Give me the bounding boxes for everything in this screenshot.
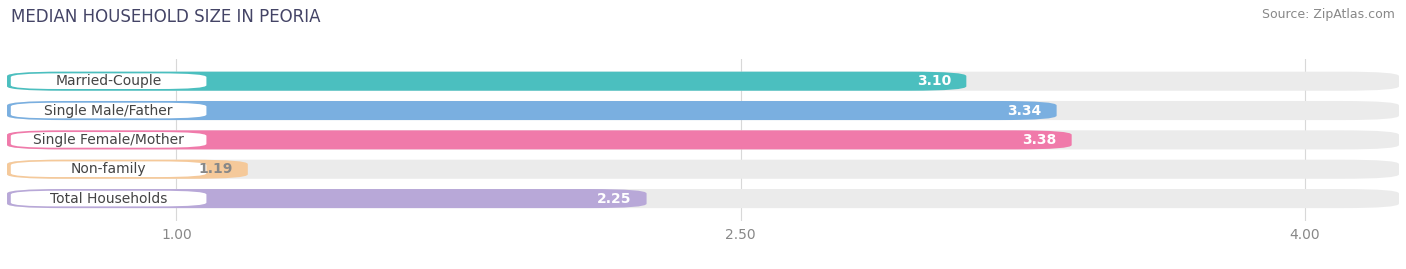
FancyBboxPatch shape — [7, 72, 1399, 91]
Text: 3.34: 3.34 — [1007, 104, 1042, 118]
Text: Single Female/Mother: Single Female/Mother — [34, 133, 184, 147]
Text: Married-Couple: Married-Couple — [55, 74, 162, 88]
Text: Non-family: Non-family — [70, 162, 146, 176]
Text: MEDIAN HOUSEHOLD SIZE IN PEORIA: MEDIAN HOUSEHOLD SIZE IN PEORIA — [11, 8, 321, 26]
FancyBboxPatch shape — [11, 161, 207, 177]
Text: 1.19: 1.19 — [198, 162, 233, 176]
Text: Single Male/Father: Single Male/Father — [45, 104, 173, 118]
Text: Total Households: Total Households — [51, 192, 167, 206]
Text: 3.38: 3.38 — [1022, 133, 1057, 147]
FancyBboxPatch shape — [7, 101, 1399, 120]
Text: 3.10: 3.10 — [917, 74, 952, 88]
FancyBboxPatch shape — [11, 132, 207, 148]
FancyBboxPatch shape — [11, 103, 207, 118]
FancyBboxPatch shape — [11, 73, 207, 89]
FancyBboxPatch shape — [7, 130, 1071, 149]
FancyBboxPatch shape — [7, 189, 647, 208]
Text: Source: ZipAtlas.com: Source: ZipAtlas.com — [1261, 8, 1395, 21]
FancyBboxPatch shape — [7, 160, 1399, 179]
FancyBboxPatch shape — [7, 189, 1399, 208]
Text: 2.25: 2.25 — [598, 192, 631, 206]
FancyBboxPatch shape — [7, 101, 1057, 120]
FancyBboxPatch shape — [7, 130, 1399, 149]
FancyBboxPatch shape — [11, 191, 207, 206]
FancyBboxPatch shape — [7, 72, 966, 91]
FancyBboxPatch shape — [7, 160, 247, 179]
